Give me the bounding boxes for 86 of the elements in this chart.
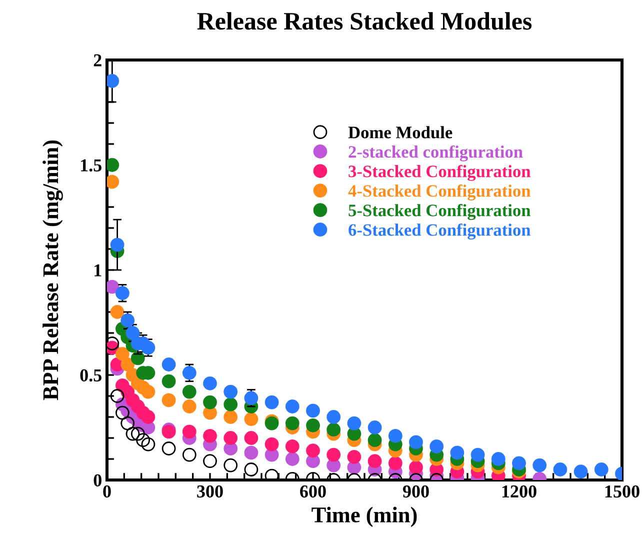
x-tick-label: 600 — [300, 485, 326, 498]
point — [244, 446, 258, 460]
point — [388, 428, 402, 443]
point — [224, 431, 238, 445]
point — [430, 439, 444, 454]
y-tick-label: 1 — [94, 264, 102, 276]
point — [409, 460, 423, 474]
y-tick-label: 1.5 — [81, 159, 102, 172]
point — [141, 384, 156, 399]
point — [264, 437, 279, 452]
point — [594, 462, 608, 476]
legend-label: 2-stacked configuration — [348, 145, 523, 162]
point — [182, 384, 196, 399]
point — [141, 437, 156, 452]
point — [306, 418, 320, 432]
point — [224, 410, 238, 424]
x-axis-title: Time (min) — [312, 506, 417, 527]
point — [203, 428, 217, 443]
point — [141, 410, 156, 424]
point — [182, 400, 196, 414]
point — [130, 426, 145, 441]
point — [162, 393, 176, 408]
x-tick-label: 900 — [402, 485, 429, 498]
point — [110, 305, 124, 319]
point — [120, 416, 135, 430]
point — [326, 422, 341, 437]
point — [368, 433, 382, 448]
point — [110, 238, 124, 252]
point — [347, 450, 362, 464]
point — [285, 400, 300, 414]
point — [553, 462, 568, 476]
y-tick-label: 2 — [94, 54, 102, 66]
point — [368, 420, 382, 434]
legend-label: 3-Stacked Configuration — [348, 164, 531, 181]
point — [126, 426, 140, 441]
legend-label: Dome Module — [348, 126, 452, 138]
y-axis-title: BPP Release Rate (mg/min) — [42, 140, 63, 400]
point — [110, 389, 124, 403]
point — [203, 376, 217, 390]
legend-label: 6-Stacked Configuration — [348, 223, 531, 240]
point — [306, 444, 320, 458]
point — [491, 452, 506, 466]
point — [182, 366, 196, 380]
point — [203, 395, 217, 410]
chart-title: Release Rates Stacked Modules — [197, 12, 532, 30]
y-tick-label: 0 — [94, 474, 102, 486]
x-tick-label: 0 — [103, 485, 111, 498]
point — [162, 358, 176, 372]
point — [116, 347, 130, 361]
point — [512, 456, 526, 470]
point — [244, 431, 258, 445]
point — [244, 462, 258, 476]
point — [244, 412, 258, 426]
point — [285, 452, 300, 466]
legend-label: 5-Stacked Configuration — [348, 204, 531, 220]
point — [126, 326, 140, 340]
point — [388, 456, 402, 470]
point — [409, 435, 423, 450]
point — [574, 464, 588, 479]
point — [224, 384, 238, 399]
point — [285, 416, 300, 430]
point — [470, 448, 485, 462]
point — [368, 454, 382, 468]
point — [532, 458, 547, 472]
y-tick-label: 0.5 — [80, 369, 102, 382]
point — [347, 416, 362, 430]
point — [224, 458, 238, 472]
legend-label: 4-Stacked Configuration — [348, 184, 531, 200]
point — [120, 313, 135, 328]
point — [306, 404, 320, 418]
x-tick-label: 300 — [197, 485, 223, 498]
point — [203, 454, 217, 468]
point — [162, 442, 176, 456]
point — [162, 374, 176, 388]
point — [326, 448, 341, 462]
point — [450, 446, 464, 460]
point — [116, 406, 130, 420]
point — [285, 439, 300, 454]
point — [136, 433, 150, 448]
x-tick-label: 1200 — [502, 485, 536, 498]
point — [224, 397, 238, 412]
point — [182, 448, 196, 462]
point — [326, 410, 341, 424]
point — [182, 424, 196, 439]
point — [264, 395, 279, 410]
x-tick-label: 1500 — [605, 485, 640, 498]
